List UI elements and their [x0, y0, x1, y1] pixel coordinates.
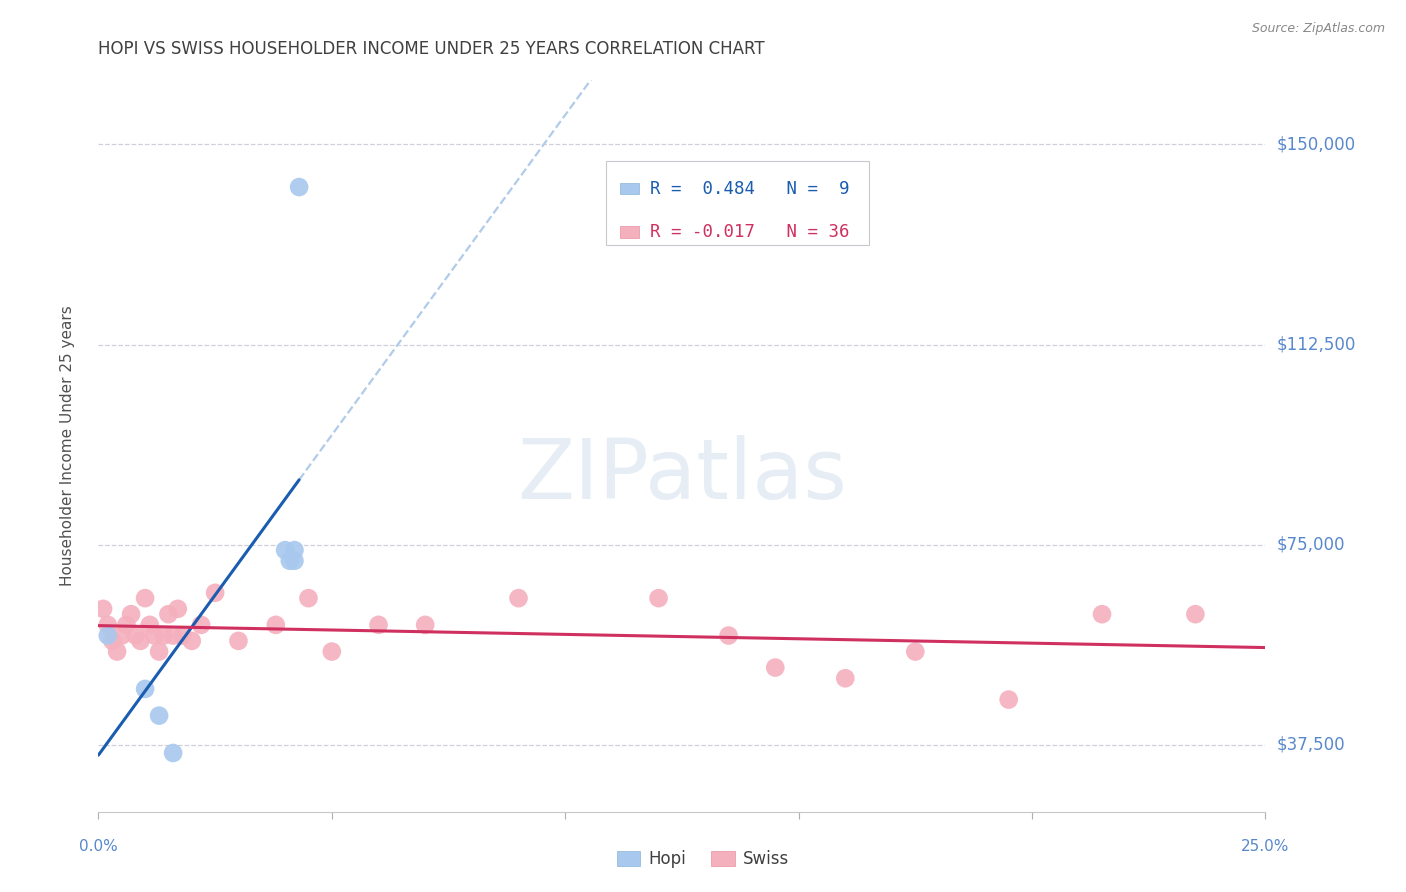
- Point: [91, 602, 114, 616]
- Text: R =  0.484   N =  9: R = 0.484 N = 9: [651, 179, 849, 197]
- Point: [125, 628, 148, 642]
- Point: [148, 644, 170, 658]
- Point: [1091, 607, 1114, 622]
- Text: $75,000: $75,000: [1277, 536, 1346, 554]
- Point: [834, 671, 856, 685]
- Point: [120, 607, 142, 622]
- Point: [283, 554, 305, 568]
- Point: [105, 644, 128, 658]
- Point: [367, 618, 389, 632]
- Point: [97, 628, 120, 642]
- Point: [508, 591, 530, 606]
- Point: [134, 591, 156, 606]
- Point: [997, 692, 1019, 706]
- FancyBboxPatch shape: [606, 161, 869, 244]
- Point: [283, 543, 305, 558]
- Text: 25.0%: 25.0%: [1241, 839, 1289, 855]
- Point: [180, 633, 202, 648]
- Text: $112,500: $112,500: [1277, 335, 1355, 353]
- Point: [297, 591, 319, 606]
- Point: [274, 543, 297, 558]
- Legend: Hopi, Swiss: Hopi, Swiss: [610, 844, 796, 875]
- Text: $150,000: $150,000: [1277, 136, 1355, 153]
- Point: [129, 633, 152, 648]
- Point: [413, 618, 436, 632]
- FancyBboxPatch shape: [620, 183, 638, 194]
- Point: [228, 633, 250, 648]
- Text: Source: ZipAtlas.com: Source: ZipAtlas.com: [1251, 22, 1385, 36]
- FancyBboxPatch shape: [620, 226, 638, 237]
- Text: $37,500: $37,500: [1277, 736, 1346, 754]
- Point: [647, 591, 669, 606]
- Point: [162, 746, 184, 760]
- Text: 0.0%: 0.0%: [79, 839, 118, 855]
- Point: [904, 644, 927, 658]
- Point: [204, 586, 226, 600]
- Point: [190, 618, 212, 632]
- Point: [162, 628, 184, 642]
- Point: [157, 607, 180, 622]
- Point: [763, 660, 786, 674]
- Text: R = -0.017   N = 36: R = -0.017 N = 36: [651, 223, 849, 241]
- Point: [166, 602, 188, 616]
- Point: [134, 681, 156, 696]
- Point: [278, 554, 301, 568]
- Point: [97, 618, 120, 632]
- Point: [288, 180, 311, 194]
- Point: [101, 633, 124, 648]
- Point: [115, 618, 138, 632]
- Text: ZIPatlas: ZIPatlas: [517, 434, 846, 516]
- Text: HOPI VS SWISS HOUSEHOLDER INCOME UNDER 25 YEARS CORRELATION CHART: HOPI VS SWISS HOUSEHOLDER INCOME UNDER 2…: [98, 40, 765, 58]
- Point: [321, 644, 343, 658]
- Point: [1184, 607, 1206, 622]
- Point: [717, 628, 740, 642]
- Point: [148, 708, 170, 723]
- Point: [111, 628, 134, 642]
- Point: [172, 628, 194, 642]
- Point: [264, 618, 287, 632]
- Y-axis label: Householder Income Under 25 years: Householder Income Under 25 years: [60, 306, 75, 586]
- Point: [152, 628, 174, 642]
- Point: [139, 618, 162, 632]
- Point: [143, 628, 166, 642]
